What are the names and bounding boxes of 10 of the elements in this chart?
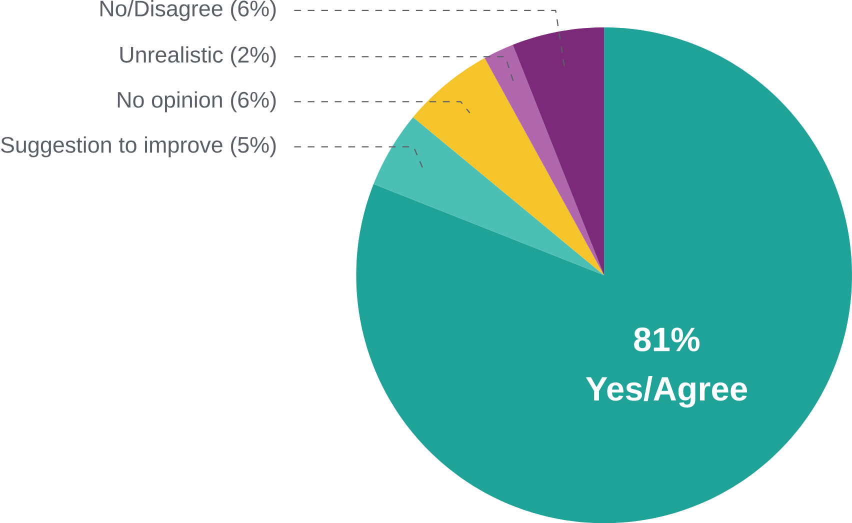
data-label: 81%: [634, 327, 700, 352]
data-label: (2%): [231, 46, 276, 68]
slice-label: Yes/Agree: [586, 376, 748, 408]
data-label: (6%): [231, 91, 276, 112]
slice-label: Unrealistic: [120, 46, 223, 63]
data-label: (6%): [231, 0, 276, 21]
slice-label: Suggestion to improve: [1, 136, 222, 158]
slice-label: No opinion: [118, 91, 222, 112]
data-label: (5%): [231, 136, 276, 158]
slice-label: No/Disagree: [100, 0, 222, 21]
